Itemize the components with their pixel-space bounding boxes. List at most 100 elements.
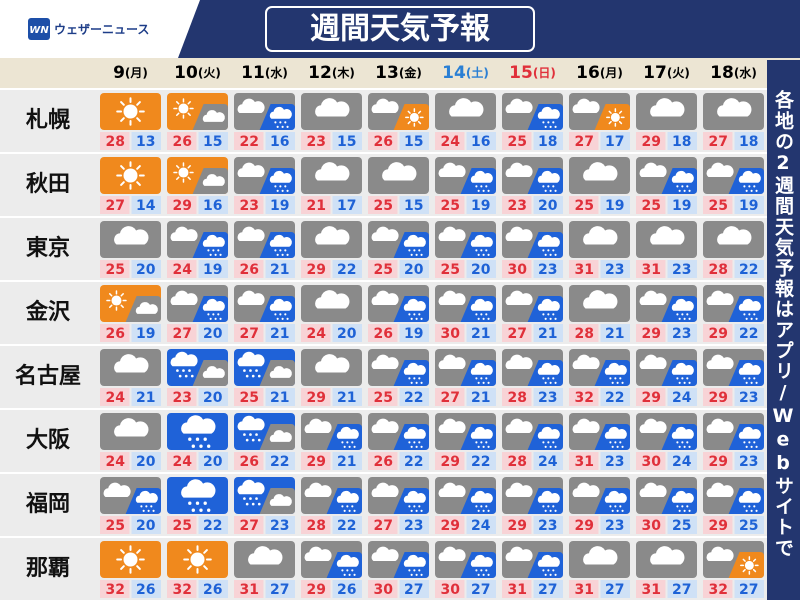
rain-drop	[274, 121, 277, 124]
high-temp: 30	[441, 326, 461, 342]
cloud	[135, 490, 158, 503]
cloud	[371, 482, 399, 498]
rain-drop	[408, 249, 411, 252]
cloud	[237, 351, 265, 367]
rain-drop	[245, 374, 249, 378]
rain-drop	[547, 377, 550, 380]
sun-ray	[417, 120, 422, 125]
cloud	[537, 170, 560, 183]
rain-drop	[549, 445, 552, 448]
rain-drop	[188, 437, 192, 441]
rain-drop	[542, 441, 545, 444]
rain-drop	[676, 441, 679, 444]
rain-drop	[209, 253, 212, 256]
rain-drop	[245, 502, 249, 506]
high-bg	[234, 196, 264, 214]
low-temp: 22	[203, 518, 222, 534]
sun-ray	[407, 110, 411, 114]
low-temp: 23	[605, 262, 624, 278]
rain-drop	[207, 313, 210, 316]
cloud	[336, 490, 359, 503]
low-bg	[734, 580, 764, 598]
cloud	[371, 290, 399, 306]
rain-drop	[621, 509, 624, 512]
rain-drop	[279, 185, 282, 188]
rain-drop	[750, 189, 753, 192]
low-temp: 22	[337, 262, 356, 278]
cloud	[304, 546, 332, 562]
rain-drop	[274, 185, 277, 188]
low-bg	[131, 324, 161, 342]
sun-ray	[136, 549, 141, 554]
high-temp: 25	[173, 518, 192, 534]
high-bg	[234, 324, 264, 342]
high-temp: 27	[106, 198, 125, 214]
rain-drop	[683, 317, 686, 320]
low-temp: 17	[605, 134, 624, 150]
rain-drop	[678, 317, 681, 320]
rain-drop	[281, 125, 284, 128]
low-temp: 20	[203, 390, 223, 406]
city-name: 大阪	[26, 428, 70, 453]
cloud	[304, 418, 332, 434]
rain-drop	[542, 185, 545, 188]
rain-drop	[616, 509, 619, 512]
cloud	[237, 226, 265, 242]
high-bg	[569, 388, 599, 406]
low-bg	[466, 324, 496, 342]
rain-drop	[207, 508, 211, 512]
high-bg	[502, 388, 532, 406]
low-temp: 22	[404, 390, 423, 406]
high-temp: 22	[240, 134, 259, 150]
rain-drop	[353, 445, 356, 448]
rain-drop	[475, 313, 478, 316]
city-name: 福岡	[25, 492, 70, 517]
rain-drop	[611, 445, 614, 448]
logo-panel	[0, 0, 200, 58]
high-bg	[368, 516, 398, 534]
rain-drop	[420, 317, 423, 320]
day-weekday: (水)	[734, 65, 757, 80]
logo-mark: WN	[29, 25, 49, 36]
rain-drop	[745, 189, 748, 192]
rain-drop	[152, 509, 155, 512]
rain-drop	[745, 317, 748, 320]
high-bg	[100, 388, 130, 406]
rain-drop	[477, 509, 480, 512]
rain-drop	[487, 189, 490, 192]
cloud	[505, 290, 533, 306]
rain-drop	[276, 253, 279, 256]
high-temp: 32	[173, 582, 192, 598]
high-temp: 29	[307, 262, 326, 278]
rain-drop	[477, 381, 480, 384]
low-bg	[533, 132, 563, 150]
high-temp: 27	[709, 134, 728, 150]
sun-ray	[752, 568, 757, 573]
cloud	[202, 110, 225, 122]
low-temp: 21	[136, 390, 155, 406]
low-bg	[600, 260, 630, 278]
cloud	[304, 482, 332, 498]
low-temp: 21	[270, 262, 289, 278]
rain-drop	[420, 509, 423, 512]
rain-drop	[408, 313, 411, 316]
sun-ray	[608, 120, 612, 125]
sun-ray	[187, 176, 191, 181]
day-label: 15(日)	[509, 63, 556, 83]
high-temp: 26	[240, 454, 259, 470]
high-bg	[167, 580, 197, 598]
cloud	[371, 354, 399, 370]
rain-drop	[274, 313, 277, 316]
rain-drop	[191, 508, 195, 512]
rain-drop	[284, 121, 287, 124]
rain-drop	[544, 189, 547, 192]
day-weekday: (火)	[667, 66, 690, 80]
rain-drop	[554, 253, 557, 256]
rain-drop	[686, 185, 689, 188]
cloud	[170, 290, 198, 306]
high-temp: 32	[709, 582, 728, 598]
high-temp: 31	[508, 582, 527, 598]
high-bg	[435, 452, 465, 470]
rain-drop	[753, 313, 756, 316]
cloud	[403, 426, 426, 439]
